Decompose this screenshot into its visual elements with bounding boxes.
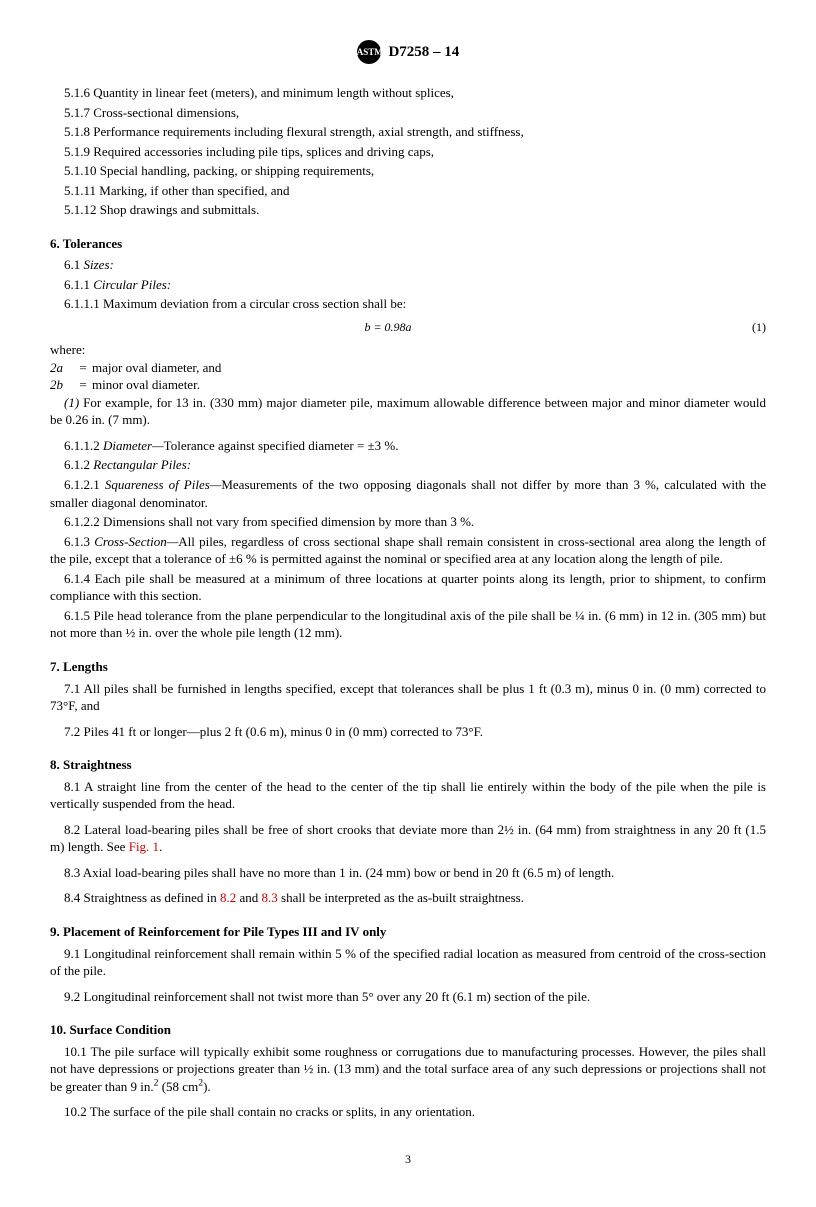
- clause-8-4: 8.4 Straightness as defined in 8.2 and 8…: [50, 889, 766, 907]
- clause-5-1-12: 5.1.12 Shop drawings and submittals.: [50, 201, 766, 219]
- clause-5-1-8: 5.1.8 Performance requirements including…: [50, 123, 766, 141]
- clause-5-1-10: 5.1.10 Special handling, packing, or shi…: [50, 162, 766, 180]
- clause-6-1-4: 6.1.4 Each pile shall be measured at a m…: [50, 570, 766, 605]
- clause-8-1: 8.1 A straight line from the center of t…: [50, 778, 766, 813]
- clause-8-3: 8.3 Axial load-bearing piles shall have …: [50, 864, 766, 882]
- fig-1-reference: Fig. 1: [129, 839, 159, 854]
- equation-body: b = 0.98a: [50, 319, 726, 335]
- clause-6-1-3: 6.1.3 Cross-Section—All piles, regardles…: [50, 533, 766, 568]
- clause-9-1: 9.1 Longitudinal reinforcement shall rem…: [50, 945, 766, 980]
- section-6-heading: 6. Tolerances: [50, 235, 766, 253]
- clause-10-2: 10.2 The surface of the pile shall conta…: [50, 1103, 766, 1121]
- equation-number: (1): [726, 319, 766, 335]
- clause-6-1-5: 6.1.5 Pile head tolerance from the plane…: [50, 607, 766, 642]
- clause-6-1-1: 6.1.1 Circular Piles:: [50, 276, 766, 294]
- clause-6-1-2-2: 6.1.2.2 Dimensions shall not vary from s…: [50, 513, 766, 531]
- section-8-heading: 8. Straightness: [50, 756, 766, 774]
- page-number: 3: [50, 1151, 766, 1167]
- clause-5-1-9: 5.1.9 Required accessories including pil…: [50, 143, 766, 161]
- where-def-2b: 2b = minor oval diameter.: [50, 376, 766, 394]
- section-7-heading: 7. Lengths: [50, 658, 766, 676]
- clause-7-1: 7.1 All piles shall be furnished in leng…: [50, 680, 766, 715]
- clause-5-1-7: 5.1.7 Cross-sectional dimensions,: [50, 104, 766, 122]
- clause-6-1-1-2: 6.1.1.2 Diameter—Tolerance against speci…: [50, 437, 766, 455]
- clause-6-1-2-1: 6.1.2.1 Squareness of Piles—Measurements…: [50, 476, 766, 511]
- clause-5-1-11: 5.1.11 Marking, if other than specified,…: [50, 182, 766, 200]
- clause-10-1: 10.1 The pile surface will typically exh…: [50, 1043, 766, 1096]
- astm-logo-icon: ASTM: [357, 40, 381, 64]
- equation-1: b = 0.98a (1): [50, 319, 766, 335]
- clause-6-1-2: 6.1.2 Rectangular Piles:: [50, 456, 766, 474]
- example-note: (1) For example, for 13 in. (330 mm) maj…: [50, 394, 766, 429]
- section-9-heading: 9. Placement of Reinforcement for Pile T…: [50, 923, 766, 941]
- clause-5-1-6: 5.1.6 Quantity in linear feet (meters), …: [50, 84, 766, 102]
- clause-6-1: 6.1 Sizes:: [50, 256, 766, 274]
- section-10-heading: 10. Surface Condition: [50, 1021, 766, 1039]
- where-label: where:: [50, 341, 766, 359]
- section-5-continued: 5.1.6 Quantity in linear feet (meters), …: [50, 84, 766, 219]
- clause-6-1-1-1: 6.1.1.1 Maximum deviation from a circula…: [50, 295, 766, 313]
- where-block: where: 2a = major oval diameter, and 2b …: [50, 341, 766, 394]
- ref-8-3: 8.3: [262, 890, 278, 905]
- clause-8-2: 8.2 Lateral load-bearing piles shall be …: [50, 821, 766, 856]
- where-def-2a: 2a = major oval diameter, and: [50, 359, 766, 377]
- clause-7-2: 7.2 Piles 41 ft or longer—plus 2 ft (0.6…: [50, 723, 766, 741]
- page-header: ASTM D7258 – 14: [50, 40, 766, 64]
- standard-code: D7258 – 14: [388, 44, 459, 60]
- ref-8-2: 8.2: [220, 890, 236, 905]
- clause-9-2: 9.2 Longitudinal reinforcement shall not…: [50, 988, 766, 1006]
